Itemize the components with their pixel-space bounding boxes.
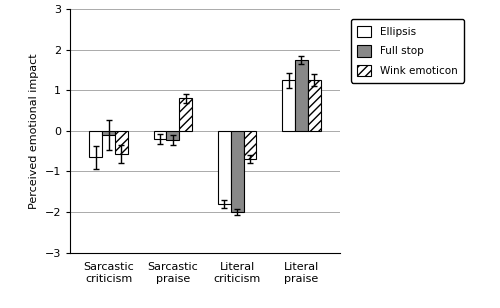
Bar xyxy=(154,131,166,139)
Bar xyxy=(102,131,115,135)
Bar xyxy=(115,131,128,154)
Bar xyxy=(180,99,192,131)
Bar xyxy=(308,80,320,131)
Bar xyxy=(166,131,179,140)
Bar xyxy=(295,60,308,131)
Bar xyxy=(90,131,102,157)
Bar xyxy=(244,131,256,159)
Legend: Ellipsis, Full stop, Wink emoticon: Ellipsis, Full stop, Wink emoticon xyxy=(350,19,464,83)
Bar xyxy=(230,131,243,212)
Y-axis label: Perceived emotional impact: Perceived emotional impact xyxy=(29,53,39,209)
Bar xyxy=(218,131,230,204)
Bar xyxy=(282,80,295,131)
